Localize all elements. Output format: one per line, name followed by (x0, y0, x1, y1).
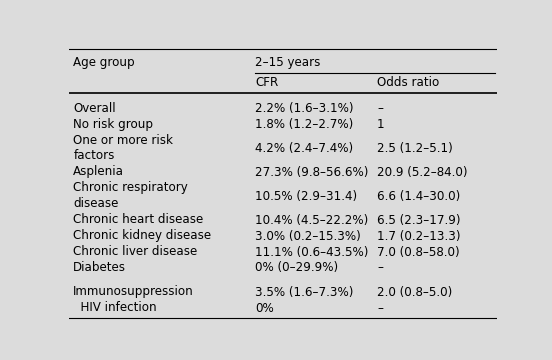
Text: 4.2% (2.4–7.4%): 4.2% (2.4–7.4%) (255, 142, 353, 155)
Text: 3.0% (0.2–15.3%): 3.0% (0.2–15.3%) (255, 230, 361, 243)
Text: 0% (0–29.9%): 0% (0–29.9%) (255, 261, 338, 274)
Text: Chronic liver disease: Chronic liver disease (73, 245, 198, 258)
Text: 7.0 (0.8–58.0): 7.0 (0.8–58.0) (377, 246, 460, 258)
Text: Overall: Overall (73, 102, 116, 115)
Text: 2.2% (1.6–3.1%): 2.2% (1.6–3.1%) (255, 103, 354, 116)
Text: Asplenia: Asplenia (73, 166, 124, 179)
Text: 3.5% (1.6–7.3%): 3.5% (1.6–7.3%) (255, 286, 353, 299)
Text: CFR: CFR (255, 76, 278, 89)
Text: 0%: 0% (255, 302, 274, 315)
Text: 1.8% (1.2–2.7%): 1.8% (1.2–2.7%) (255, 118, 353, 131)
Text: Odds ratio: Odds ratio (377, 76, 439, 89)
Text: –: – (377, 302, 383, 315)
Text: 6.5 (2.3–17.9): 6.5 (2.3–17.9) (377, 214, 460, 227)
Text: 10.4% (4.5–22.2%): 10.4% (4.5–22.2%) (255, 214, 368, 227)
Text: 10.5% (2.9–31.4): 10.5% (2.9–31.4) (255, 190, 357, 203)
Text: 2.0 (0.8–5.0): 2.0 (0.8–5.0) (377, 286, 452, 299)
Text: No risk group: No risk group (73, 118, 153, 131)
Text: 1.7 (0.2–13.3): 1.7 (0.2–13.3) (377, 230, 460, 243)
Text: Diabetes: Diabetes (73, 261, 126, 274)
Text: 1: 1 (377, 118, 385, 131)
Text: Chronic heart disease: Chronic heart disease (73, 213, 204, 226)
Text: HIV infection: HIV infection (73, 301, 157, 314)
Text: Chronic kidney disease: Chronic kidney disease (73, 229, 211, 242)
Text: –: – (377, 103, 383, 116)
Text: One or more risk
factors: One or more risk factors (73, 134, 173, 162)
Text: Chronic respiratory
disease: Chronic respiratory disease (73, 181, 188, 210)
Text: Age group: Age group (73, 56, 135, 69)
Text: 20.9 (5.2–84.0): 20.9 (5.2–84.0) (377, 166, 468, 179)
Text: 6.6 (1.4–30.0): 6.6 (1.4–30.0) (377, 190, 460, 203)
Text: Immunosuppression: Immunosuppression (73, 285, 194, 298)
Text: 27.3% (9.8–56.6%): 27.3% (9.8–56.6%) (255, 166, 369, 179)
Text: 11.1% (0.6–43.5%): 11.1% (0.6–43.5%) (255, 246, 369, 258)
Text: –: – (377, 261, 383, 274)
Text: 2–15 years: 2–15 years (255, 56, 321, 69)
Text: 2.5 (1.2–5.1): 2.5 (1.2–5.1) (377, 142, 453, 155)
